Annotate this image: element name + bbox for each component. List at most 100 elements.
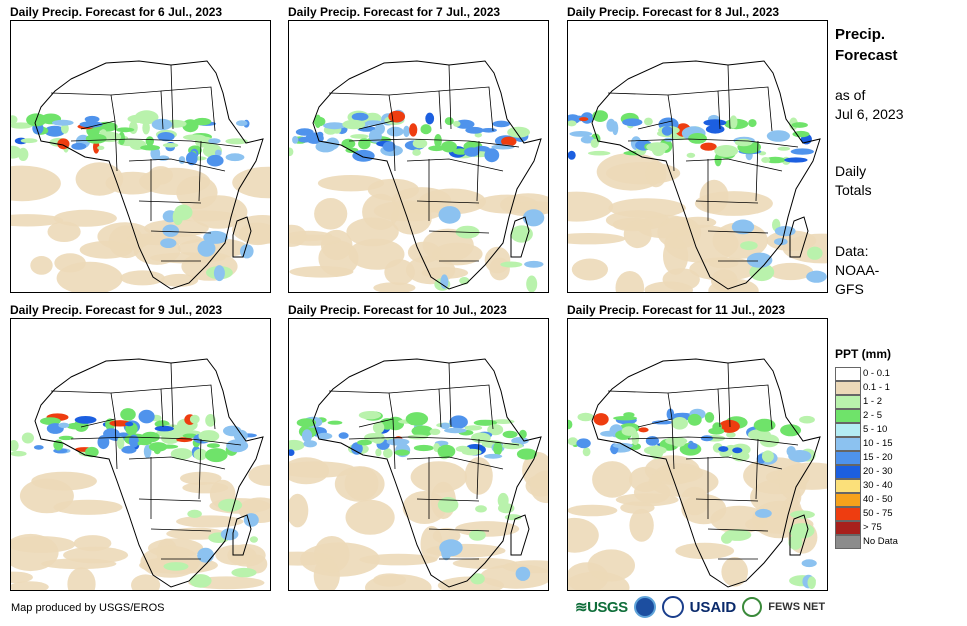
rain-cell xyxy=(791,122,808,128)
rain-cell xyxy=(85,446,99,458)
rain-cell xyxy=(444,117,454,126)
country-border xyxy=(170,64,174,130)
legend-swatch xyxy=(835,381,861,395)
rain-cell xyxy=(471,432,491,444)
rain-cell xyxy=(413,444,434,452)
fews-net-logo: FEWS NET xyxy=(768,601,826,613)
dry-drizzle-patch xyxy=(11,536,76,553)
rain-cell xyxy=(651,420,673,425)
rain-cell xyxy=(93,140,100,154)
dry-drizzle-patch xyxy=(587,549,635,582)
dry-drizzle-patch xyxy=(53,209,117,227)
dry-drizzle-patch xyxy=(11,581,49,590)
country-border xyxy=(50,390,116,428)
rain-cell xyxy=(799,415,815,424)
rain-cell xyxy=(568,437,578,446)
rain-cell xyxy=(789,523,815,539)
rain-cell xyxy=(464,147,480,157)
rain-cell xyxy=(193,117,212,126)
rain-cell xyxy=(213,265,225,282)
side-title-line2: Forecast xyxy=(835,47,898,64)
dry-drizzle-patch xyxy=(79,240,133,259)
country-border xyxy=(476,140,480,202)
country-border xyxy=(448,64,452,130)
panel-title: Daily Precip. Forecast for 11 Jul., 2023 xyxy=(567,303,786,317)
rain-cell xyxy=(748,429,771,441)
daily-totals-text: Daily Totals xyxy=(835,162,872,200)
rain-cell xyxy=(807,576,816,589)
madagascar-outline xyxy=(510,514,530,556)
rain-cell xyxy=(588,150,611,156)
rain-cell xyxy=(646,142,669,152)
rain-cell xyxy=(726,431,736,438)
country-border xyxy=(128,158,226,172)
rain-cell xyxy=(121,445,137,454)
rain-cell xyxy=(806,270,827,283)
rain-cell xyxy=(568,150,576,160)
rain-cell xyxy=(388,110,405,123)
rain-cell xyxy=(203,230,228,244)
rain-cell xyxy=(303,440,317,448)
rain-cell xyxy=(777,146,791,151)
rain-cell xyxy=(115,127,135,133)
rain-cell xyxy=(425,112,435,125)
rain-cell xyxy=(449,415,468,429)
rain-cell xyxy=(225,138,248,145)
rain-cell xyxy=(606,118,616,132)
dry-drizzle-patch xyxy=(318,240,359,277)
rain-cell xyxy=(661,125,673,136)
madagascar-outline xyxy=(510,216,530,258)
rain-cell xyxy=(117,436,125,450)
rain-cell xyxy=(475,505,487,513)
africa-coastline xyxy=(591,358,821,588)
rain-cell xyxy=(790,148,814,155)
legend-swatch xyxy=(835,367,861,381)
dry-drizzle-patch xyxy=(131,574,161,590)
rain-cell xyxy=(461,448,482,456)
rain-cell xyxy=(580,135,595,144)
rain-cell xyxy=(183,134,206,141)
rain-cell xyxy=(182,433,198,439)
rain-cell xyxy=(316,131,324,138)
dry-drizzle-patch xyxy=(11,571,33,583)
dry-drizzle-patch xyxy=(623,220,652,249)
rain-cell xyxy=(141,431,160,443)
madagascar-outline xyxy=(789,216,809,258)
rain-cell xyxy=(172,208,184,226)
rain-cell xyxy=(301,429,313,443)
rain-cell xyxy=(437,444,456,459)
country-border xyxy=(707,528,769,532)
rain-cell xyxy=(208,138,221,144)
rain-cell xyxy=(484,148,500,163)
rain-cell xyxy=(289,439,305,451)
legend-swatch xyxy=(835,409,861,423)
rain-cell xyxy=(746,252,773,268)
rain-cell xyxy=(342,119,366,130)
panel-title: Daily Precip. Forecast for 7 Jul., 2023 xyxy=(288,5,501,19)
rain-cell xyxy=(178,156,186,164)
precip-map xyxy=(288,20,549,293)
rain-cell xyxy=(718,446,729,452)
precip-map xyxy=(567,20,828,293)
rain-cell xyxy=(734,138,753,147)
rain-cell xyxy=(700,142,717,151)
rain-cell xyxy=(568,419,573,430)
map-credit: Map produced by USGS/EROS xyxy=(11,602,165,614)
rain-cell xyxy=(492,120,510,128)
dry-drizzle-patch xyxy=(30,256,53,275)
dry-drizzle-patch xyxy=(31,471,97,491)
dry-drizzle-patch xyxy=(180,471,222,485)
country-border xyxy=(348,436,520,446)
rain-cell xyxy=(502,442,523,450)
precip-map xyxy=(10,318,271,591)
dry-drizzle-patch xyxy=(248,464,270,486)
dry-drizzle-patch xyxy=(346,217,399,247)
rain-cell xyxy=(170,448,193,460)
rain-cell xyxy=(801,559,817,568)
rain-cell xyxy=(11,145,22,159)
rain-cell xyxy=(405,412,429,426)
rain-cell xyxy=(645,436,659,446)
rain-cell xyxy=(412,149,421,156)
legend-label: 30 - 40 xyxy=(863,480,893,491)
country-border xyxy=(328,92,394,130)
